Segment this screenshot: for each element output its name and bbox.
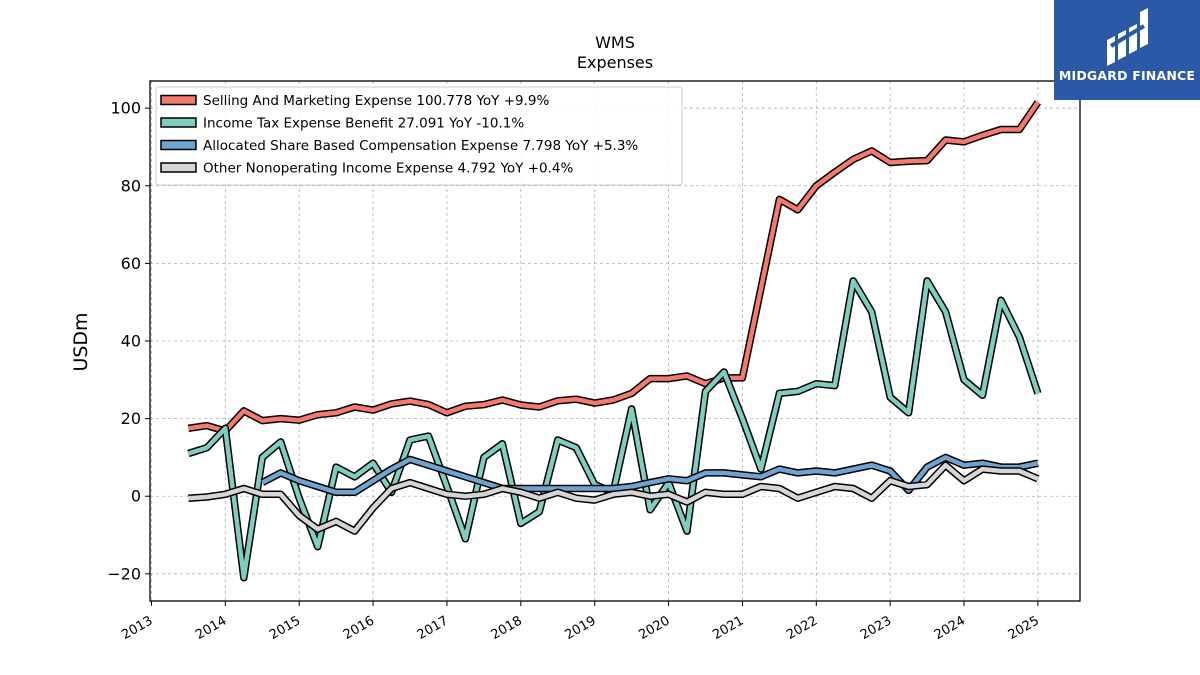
series-lines [187,100,1042,582]
legend-entry: Selling And Marketing Expense 100.778 Yo… [203,93,549,109]
x-tick-label: 2016 [341,613,377,643]
y-tick-label: 20 [121,409,141,428]
chart-title: WMS [595,33,635,52]
brand-logo: MIDGARD FINANCE [1054,0,1200,100]
x-tick-label: 2022 [784,613,820,643]
x-tick-label: 2013 [119,613,155,643]
y-tick-label: 80 [121,176,141,195]
y-axis-label: USDm [70,312,92,371]
chart-subtitle: Expenses [577,53,653,72]
legend-swatch [160,139,197,151]
series-line [261,455,1039,495]
x-tick-label: 2021 [710,613,746,643]
series-line [188,462,1039,534]
legend-entry: Other Nonoperating Income Expense 4.792 … [203,161,573,177]
series-line-outline [188,461,1040,535]
legend-swatch [160,94,197,106]
legend-entry: Income Tax Expense Benefit 27.091 YoY -1… [203,116,524,132]
x-tick-label: 2015 [267,613,303,643]
y-tick-label: 60 [121,254,141,273]
legend-entry: Allocated Share Based Compensation Expen… [203,138,638,154]
brand-logo-text: MIDGARD FINANCE [1058,68,1196,83]
x-tick-label: 2025 [1006,613,1042,643]
legend-box [155,86,683,186]
legend: Selling And Marketing Expense 100.778 Yo… [155,86,683,186]
legend-swatch [160,162,197,173]
y-tick-label: −20 [107,564,141,583]
x-tick-label: 2023 [858,613,894,643]
x-tick-label: 2019 [563,613,599,643]
grid [150,81,1080,601]
series-line [188,101,1040,434]
x-tick-label: 2014 [193,613,229,643]
y-tick-label: 100 [110,99,141,118]
legend-swatch [160,117,197,128]
x-tick-label: 2024 [932,613,968,643]
x-tick-label: 2020 [636,613,672,643]
x-tick-label: 2018 [489,613,525,643]
y-tick-label: 0 [131,487,141,506]
y-tick-label: 40 [121,332,141,351]
x-tick-label: 2017 [415,613,451,643]
series-line-outline [187,277,1042,582]
midgard-logo-mark-icon [1107,8,1148,66]
